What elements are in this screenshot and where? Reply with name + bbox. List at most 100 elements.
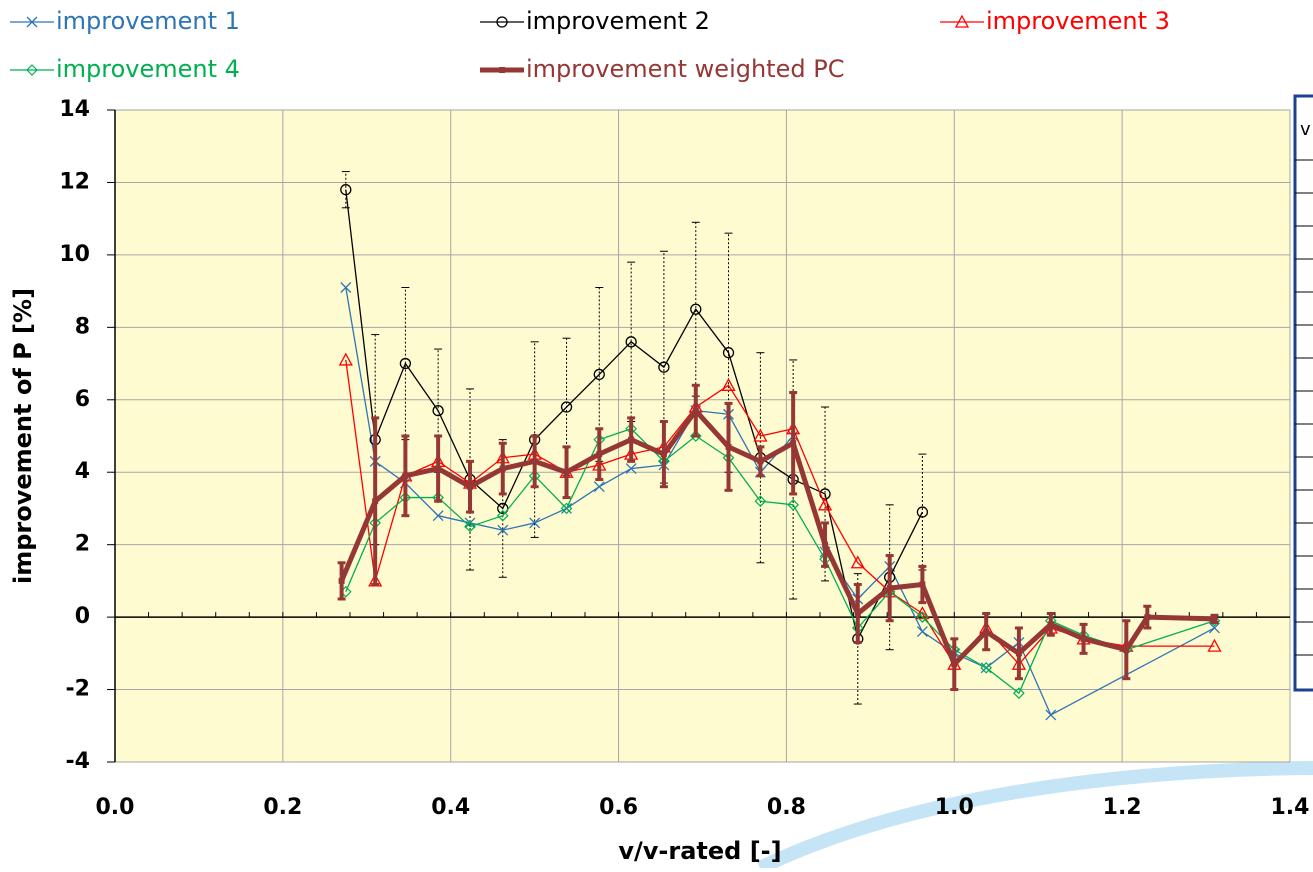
marker: [1207, 638, 1222, 652]
y-tick-label: -2: [66, 677, 90, 702]
marker: [1211, 615, 1218, 622]
marker: [499, 67, 505, 73]
marker: [593, 481, 605, 493]
legend-label: improvement 2: [526, 7, 710, 35]
y-tick-label: 12: [59, 169, 90, 194]
marker: [496, 509, 509, 522]
marker: [432, 510, 444, 522]
marker: [499, 465, 506, 472]
marker: [1209, 622, 1220, 634]
legend-label: improvement 1: [56, 7, 240, 35]
legend-label: improvement 4: [56, 55, 240, 83]
series-line: [345, 428, 1215, 694]
y-tick-label: 2: [75, 532, 90, 557]
y-tick-label: -4: [66, 749, 90, 774]
marker: [496, 16, 508, 28]
marker: [338, 577, 345, 584]
marker: [1047, 621, 1054, 628]
marker: [432, 404, 444, 417]
marker: [980, 661, 993, 674]
marker: [340, 184, 352, 196]
decoration: [756, 761, 1313, 872]
marker: [753, 428, 768, 442]
y-tick-label: 14: [59, 97, 90, 122]
legend-label: improvement weighted PC: [526, 55, 844, 83]
marker: [531, 458, 538, 465]
marker: [340, 282, 352, 293]
marker: [1080, 635, 1087, 642]
marker: [915, 606, 930, 620]
marker: [692, 407, 699, 414]
marker: [1123, 646, 1130, 653]
marker: [850, 555, 865, 569]
marker: [725, 443, 732, 450]
marker: [563, 469, 570, 476]
marker: [787, 498, 799, 511]
side-panel: [1293, 94, 1313, 692]
marker: [467, 483, 474, 490]
marker: [951, 661, 958, 668]
marker: [886, 585, 893, 592]
marker: [593, 368, 605, 381]
x-tick-label: 1.2: [1103, 795, 1142, 820]
marker: [790, 440, 797, 447]
marker: [722, 347, 735, 359]
marker: [560, 502, 573, 515]
marker: [916, 626, 928, 638]
marker: [658, 361, 670, 373]
plot-series: [337, 171, 1222, 721]
marker: [560, 401, 573, 413]
x-tick-label: 0.2: [263, 795, 302, 820]
series-line: [345, 189, 923, 640]
x-tick-label: 0.4: [431, 795, 470, 820]
x-tick-label: 0.0: [96, 795, 135, 820]
x-tick-label: 0.8: [767, 795, 806, 820]
series-line: [345, 359, 1215, 665]
marker: [757, 458, 764, 465]
marker: [435, 465, 442, 472]
x-tick-label: 1.0: [935, 795, 974, 820]
marker: [399, 357, 412, 370]
x-axis-title: v/v-rated [-]: [618, 837, 781, 865]
marker: [660, 451, 667, 458]
marker: [721, 377, 736, 391]
marker: [26, 16, 38, 28]
side-panel-text: v: [1300, 119, 1311, 140]
marker: [983, 628, 990, 635]
y-tick-label: 6: [75, 387, 90, 412]
marker: [625, 336, 637, 348]
marker: [26, 64, 38, 76]
marker: [529, 517, 541, 529]
marker: [916, 611, 929, 623]
x-tick-label: 1.4: [1271, 795, 1310, 820]
marker: [690, 303, 702, 315]
marker: [372, 498, 379, 505]
marker: [822, 541, 829, 548]
marker: [1013, 687, 1025, 700]
x-tick-label: 0.6: [599, 795, 638, 820]
marker: [916, 506, 929, 518]
y-tick-label: 4: [75, 459, 90, 484]
marker: [625, 463, 637, 475]
y-axis-title: improvement of P [%]: [9, 288, 37, 584]
marker: [919, 581, 926, 588]
marker: [402, 472, 409, 479]
marker: [817, 497, 833, 511]
marker: [1144, 614, 1151, 621]
marker: [1015, 650, 1022, 657]
plot-area: [115, 110, 1290, 762]
marker: [338, 352, 353, 366]
legend-label: improvement 3: [986, 7, 1170, 35]
marker: [464, 517, 476, 529]
marker: [689, 430, 702, 442]
y-tick-label: 8: [75, 314, 90, 339]
marker: [464, 520, 476, 533]
marker: [628, 436, 635, 443]
marker: [754, 495, 767, 508]
marker: [497, 524, 509, 536]
marker: [854, 610, 861, 617]
marker: [1045, 709, 1057, 721]
marker: [954, 14, 970, 28]
y-tick-label: 0: [75, 604, 90, 629]
